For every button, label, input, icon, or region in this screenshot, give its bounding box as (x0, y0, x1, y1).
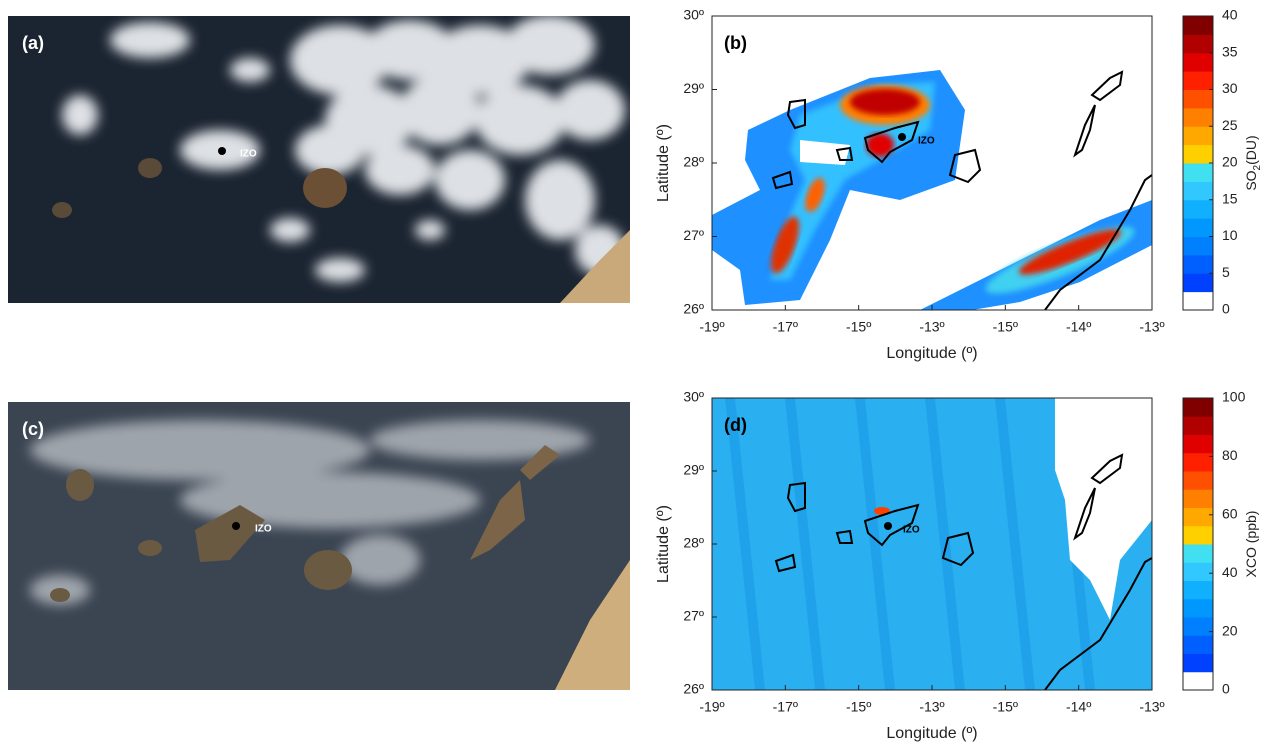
colorbar-label-part: XCO (ppb) (1243, 511, 1259, 578)
xco-field (712, 398, 1152, 690)
x-tick-label: -15º (846, 319, 871, 335)
colorbar-segment (1183, 453, 1213, 472)
x-tick-label: -15º (993, 699, 1018, 715)
colorbar-segment (1183, 471, 1213, 490)
colorbar-tick-label: 0 (1222, 681, 1230, 697)
colorbar-tick-label: 10 (1222, 227, 1238, 243)
colorbar-segment (1183, 672, 1213, 691)
y-tick-label: 29º (683, 462, 704, 478)
colorbar-label-part: (DU) (1243, 135, 1259, 165)
marker-label: IZO (240, 149, 257, 160)
x-tick-label: -19º (699, 319, 724, 335)
colorbar-tick-label: 15 (1222, 190, 1238, 206)
colorbar-tick-label: 35 (1222, 43, 1238, 59)
y-tick-label: 26º (683, 301, 704, 317)
x-tick-label: -13º (919, 699, 944, 715)
colorbar-segment (1183, 562, 1213, 581)
colorbar-segment (1183, 581, 1213, 600)
x-tick-label: -13º (1139, 699, 1164, 715)
colorbar-tick-label: 20 (1222, 622, 1238, 638)
colorbar-tick-label: 30 (1222, 80, 1238, 96)
colorbar-segment (1183, 255, 1213, 274)
colorbar-segment (1183, 200, 1213, 219)
colorbar-tick-label: 25 (1222, 117, 1238, 133)
x-tick-label: -17º (773, 319, 798, 335)
y-tick-label: 28º (683, 154, 704, 170)
colorbar-tick-label: 60 (1222, 506, 1238, 522)
y-tick-label: 29º (683, 80, 704, 96)
y-tick-label: 27º (683, 608, 704, 624)
colorbar-tick-label: 40 (1222, 7, 1238, 23)
colorbar-tick-label: 5 (1222, 264, 1230, 280)
marker-label: IZO (255, 524, 272, 535)
x-axis-label: Longitude (º) (886, 725, 977, 742)
colorbar-segment (1183, 181, 1213, 200)
x-tick-label: -14º (1066, 699, 1091, 715)
colorbar-segment (1183, 34, 1213, 53)
colorbar-segment (1183, 654, 1213, 673)
colorbar-segment (1183, 53, 1213, 72)
y-tick-label: 26º (683, 681, 704, 697)
y-axis-label: Latitude (º) (655, 124, 672, 202)
y-tick-label: 28º (683, 535, 704, 551)
colorbar-tick-label: 80 (1222, 447, 1238, 463)
colorbar-segment (1183, 71, 1213, 90)
colorbar-segment (1183, 489, 1213, 508)
colorbar-label-part: SO (1243, 170, 1259, 190)
panel-label: (b) (724, 33, 747, 53)
x-tick-label: -13º (919, 319, 944, 335)
colorbar-tick-label: 0 (1222, 301, 1230, 317)
so2-field (712, 16, 1152, 312)
x-tick-label: -15º (846, 699, 871, 715)
colorbar-segment (1183, 526, 1213, 545)
colorbar-segment (1183, 435, 1213, 454)
panel-label: (c) (22, 419, 44, 439)
panel-label: (d) (724, 415, 747, 435)
colorbar-segment (1183, 599, 1213, 618)
colorbar-segment (1183, 16, 1213, 35)
colorbar-segment (1183, 398, 1213, 417)
colorbar-segment (1183, 237, 1213, 256)
colorbar-segment (1183, 90, 1213, 109)
marker-label: IZO (903, 525, 920, 536)
colorbar-tick-label: 20 (1222, 154, 1238, 170)
x-tick-label: -17º (773, 699, 798, 715)
y-axis-label: Latitude (º) (655, 505, 672, 583)
colorbar-segment (1183, 108, 1213, 127)
colorbar-label: XCO (ppb) (1243, 511, 1259, 578)
colorbar-segment (1183, 292, 1213, 311)
satellite-image (8, 15, 630, 303)
panel-label: (a) (22, 33, 44, 53)
colorbar-label: SO2(DU) (1243, 135, 1263, 190)
x-tick-label: -15º (993, 319, 1018, 335)
colorbar-segment (1183, 218, 1213, 237)
colorbar-segment (1183, 126, 1213, 145)
y-tick-label: 30º (683, 389, 704, 405)
colorbar-segment (1183, 145, 1213, 164)
x-tick-label: -19º (699, 699, 724, 715)
y-tick-label: 27º (683, 227, 704, 243)
satellite-image (8, 402, 630, 690)
colorbar-segment (1183, 617, 1213, 636)
colorbar-tick-label: 40 (1222, 564, 1238, 580)
x-tick-label: -13º (1139, 319, 1164, 335)
y-tick-label: 30º (683, 7, 704, 23)
colorbar-segment (1183, 635, 1213, 654)
marker-label: IZO (918, 136, 935, 147)
colorbar-segment (1183, 273, 1213, 292)
x-tick-label: -14º (1066, 319, 1091, 335)
figure: (a) IZO (c) IZO (0, 0, 1268, 745)
colorbar-segment (1183, 163, 1213, 182)
x-axis-label: Longitude (º) (886, 345, 977, 362)
colorbar-segment (1183, 508, 1213, 527)
colorbar-segment (1183, 544, 1213, 563)
colorbar-tick-label: 100 (1222, 389, 1246, 405)
colorbar-segment (1183, 416, 1213, 435)
